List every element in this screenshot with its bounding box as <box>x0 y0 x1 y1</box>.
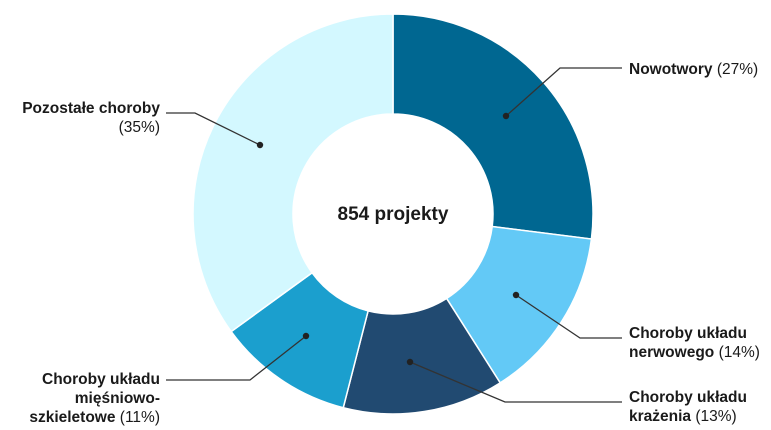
leader-line-4 <box>166 112 261 146</box>
leader-dot-4 <box>256 141 264 149</box>
slice-label-3-line-1: mięśniowo- <box>75 390 160 407</box>
slice-label-3-line-0: Choroby układu <box>42 371 160 388</box>
slice-label-1-line-0: Choroby układu <box>629 325 747 342</box>
leader-line-2 <box>409 361 622 403</box>
leader-dot-3 <box>302 332 310 340</box>
slice-0 <box>392 13 594 240</box>
leader-dot-0 <box>502 112 510 120</box>
leader-lines <box>166 67 622 403</box>
leader-dot-1 <box>512 291 520 299</box>
center-total-label: 854 projekty <box>338 204 449 225</box>
slice-label-4-line-0: Pozostałe choroby <box>22 100 160 117</box>
slice-labels: Nowotwory (27%) Choroby układu nerwowego (… <box>22 61 760 426</box>
slice-label-2-line-1: krażenia (13%) <box>629 408 737 425</box>
leader-dot-2 <box>406 358 414 366</box>
slice-label-2-line-0: Choroby układu <box>629 389 747 406</box>
leader-line-3 <box>166 335 307 381</box>
slice-4 <box>192 13 394 333</box>
leader-line-0 <box>505 67 622 117</box>
slice-label-4-pct: (35%) <box>119 119 160 136</box>
donut-slices <box>192 13 594 415</box>
slice-label-1-line-1: nerwowego (14%) <box>629 344 760 361</box>
leader-line-1 <box>515 294 622 339</box>
slice-label-3-line-2: szkieletowe (11%) <box>29 409 160 426</box>
slice-label-0-line-0: Nowotwory (27%) <box>629 61 758 78</box>
